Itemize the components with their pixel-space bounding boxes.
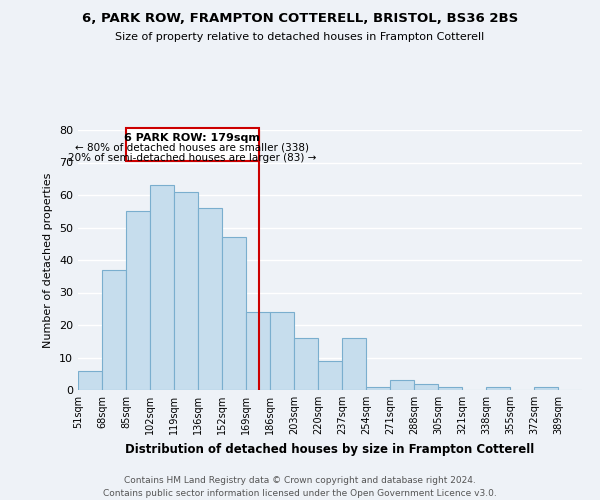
Bar: [126, 211, 150, 390]
Bar: [198, 208, 222, 390]
Y-axis label: Number of detached properties: Number of detached properties: [43, 172, 53, 348]
Text: Size of property relative to detached houses in Frampton Cotterell: Size of property relative to detached ho…: [115, 32, 485, 42]
Bar: [246, 312, 270, 390]
Text: 6, PARK ROW, FRAMPTON COTTERELL, BRISTOL, BS36 2BS: 6, PARK ROW, FRAMPTON COTTERELL, BRISTOL…: [82, 12, 518, 26]
X-axis label: Distribution of detached houses by size in Frampton Cotterell: Distribution of detached houses by size …: [125, 442, 535, 456]
Bar: [78, 370, 102, 390]
Text: 6 PARK ROW: 179sqm: 6 PARK ROW: 179sqm: [124, 132, 260, 142]
Bar: [438, 387, 462, 390]
Bar: [294, 338, 318, 390]
Bar: [342, 338, 366, 390]
Bar: [414, 384, 438, 390]
Bar: [534, 387, 558, 390]
Text: Contains HM Land Registry data © Crown copyright and database right 2024.: Contains HM Land Registry data © Crown c…: [124, 476, 476, 485]
Text: ← 80% of detached houses are smaller (338): ← 80% of detached houses are smaller (33…: [76, 143, 310, 153]
Text: 20% of semi-detached houses are larger (83) →: 20% of semi-detached houses are larger (…: [68, 153, 317, 163]
Bar: [222, 238, 246, 390]
Bar: [486, 387, 510, 390]
Bar: [318, 361, 342, 390]
Bar: [102, 270, 126, 390]
Bar: [366, 387, 390, 390]
Bar: [150, 185, 174, 390]
FancyBboxPatch shape: [126, 128, 259, 161]
Bar: [270, 312, 294, 390]
Text: Contains public sector information licensed under the Open Government Licence v3: Contains public sector information licen…: [103, 489, 497, 498]
Bar: [390, 380, 414, 390]
Bar: [174, 192, 198, 390]
